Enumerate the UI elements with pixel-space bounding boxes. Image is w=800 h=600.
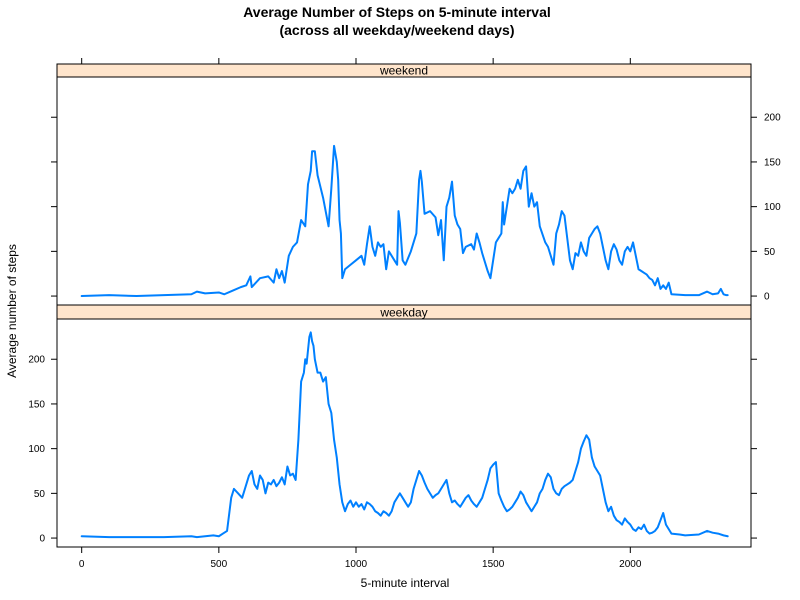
y-tick-label: 150 [764,157,781,168]
strip-label-weekend: weekend [379,64,428,78]
y-axis-label: Average number of steps [5,244,19,378]
chart-title-line-1: Average Number of Steps on 5-minute inte… [243,4,551,20]
strip-label-weekday: weekday [379,306,427,320]
y-tick-label: 100 [764,202,781,213]
x-tick-label: 1500 [482,559,505,570]
panel-frame-weekday [56,318,752,548]
y-tick-label: 50 [764,247,776,258]
y-tick-label: 0 [39,534,45,545]
x-tick-label: 2000 [619,559,642,570]
y-tick-label: 0 [764,292,770,303]
x-tick-label: 500 [210,559,227,570]
y-tick-label: 150 [28,399,45,410]
chart-title-line-2: (across all weekday/weekend days) [279,22,514,38]
series-line-weekday [80,331,729,539]
x-axis-label: 5-minute interval [361,576,450,590]
y-tick-label: 200 [764,113,781,124]
y-tick-label: 100 [28,444,45,455]
y-tick-label: 200 [28,355,45,366]
series-line-weekend [80,144,729,298]
x-tick-label: 1000 [345,559,368,570]
panel-frame-weekend [56,76,752,306]
x-tick-label: 0 [79,559,85,570]
y-tick-label: 50 [34,489,46,500]
